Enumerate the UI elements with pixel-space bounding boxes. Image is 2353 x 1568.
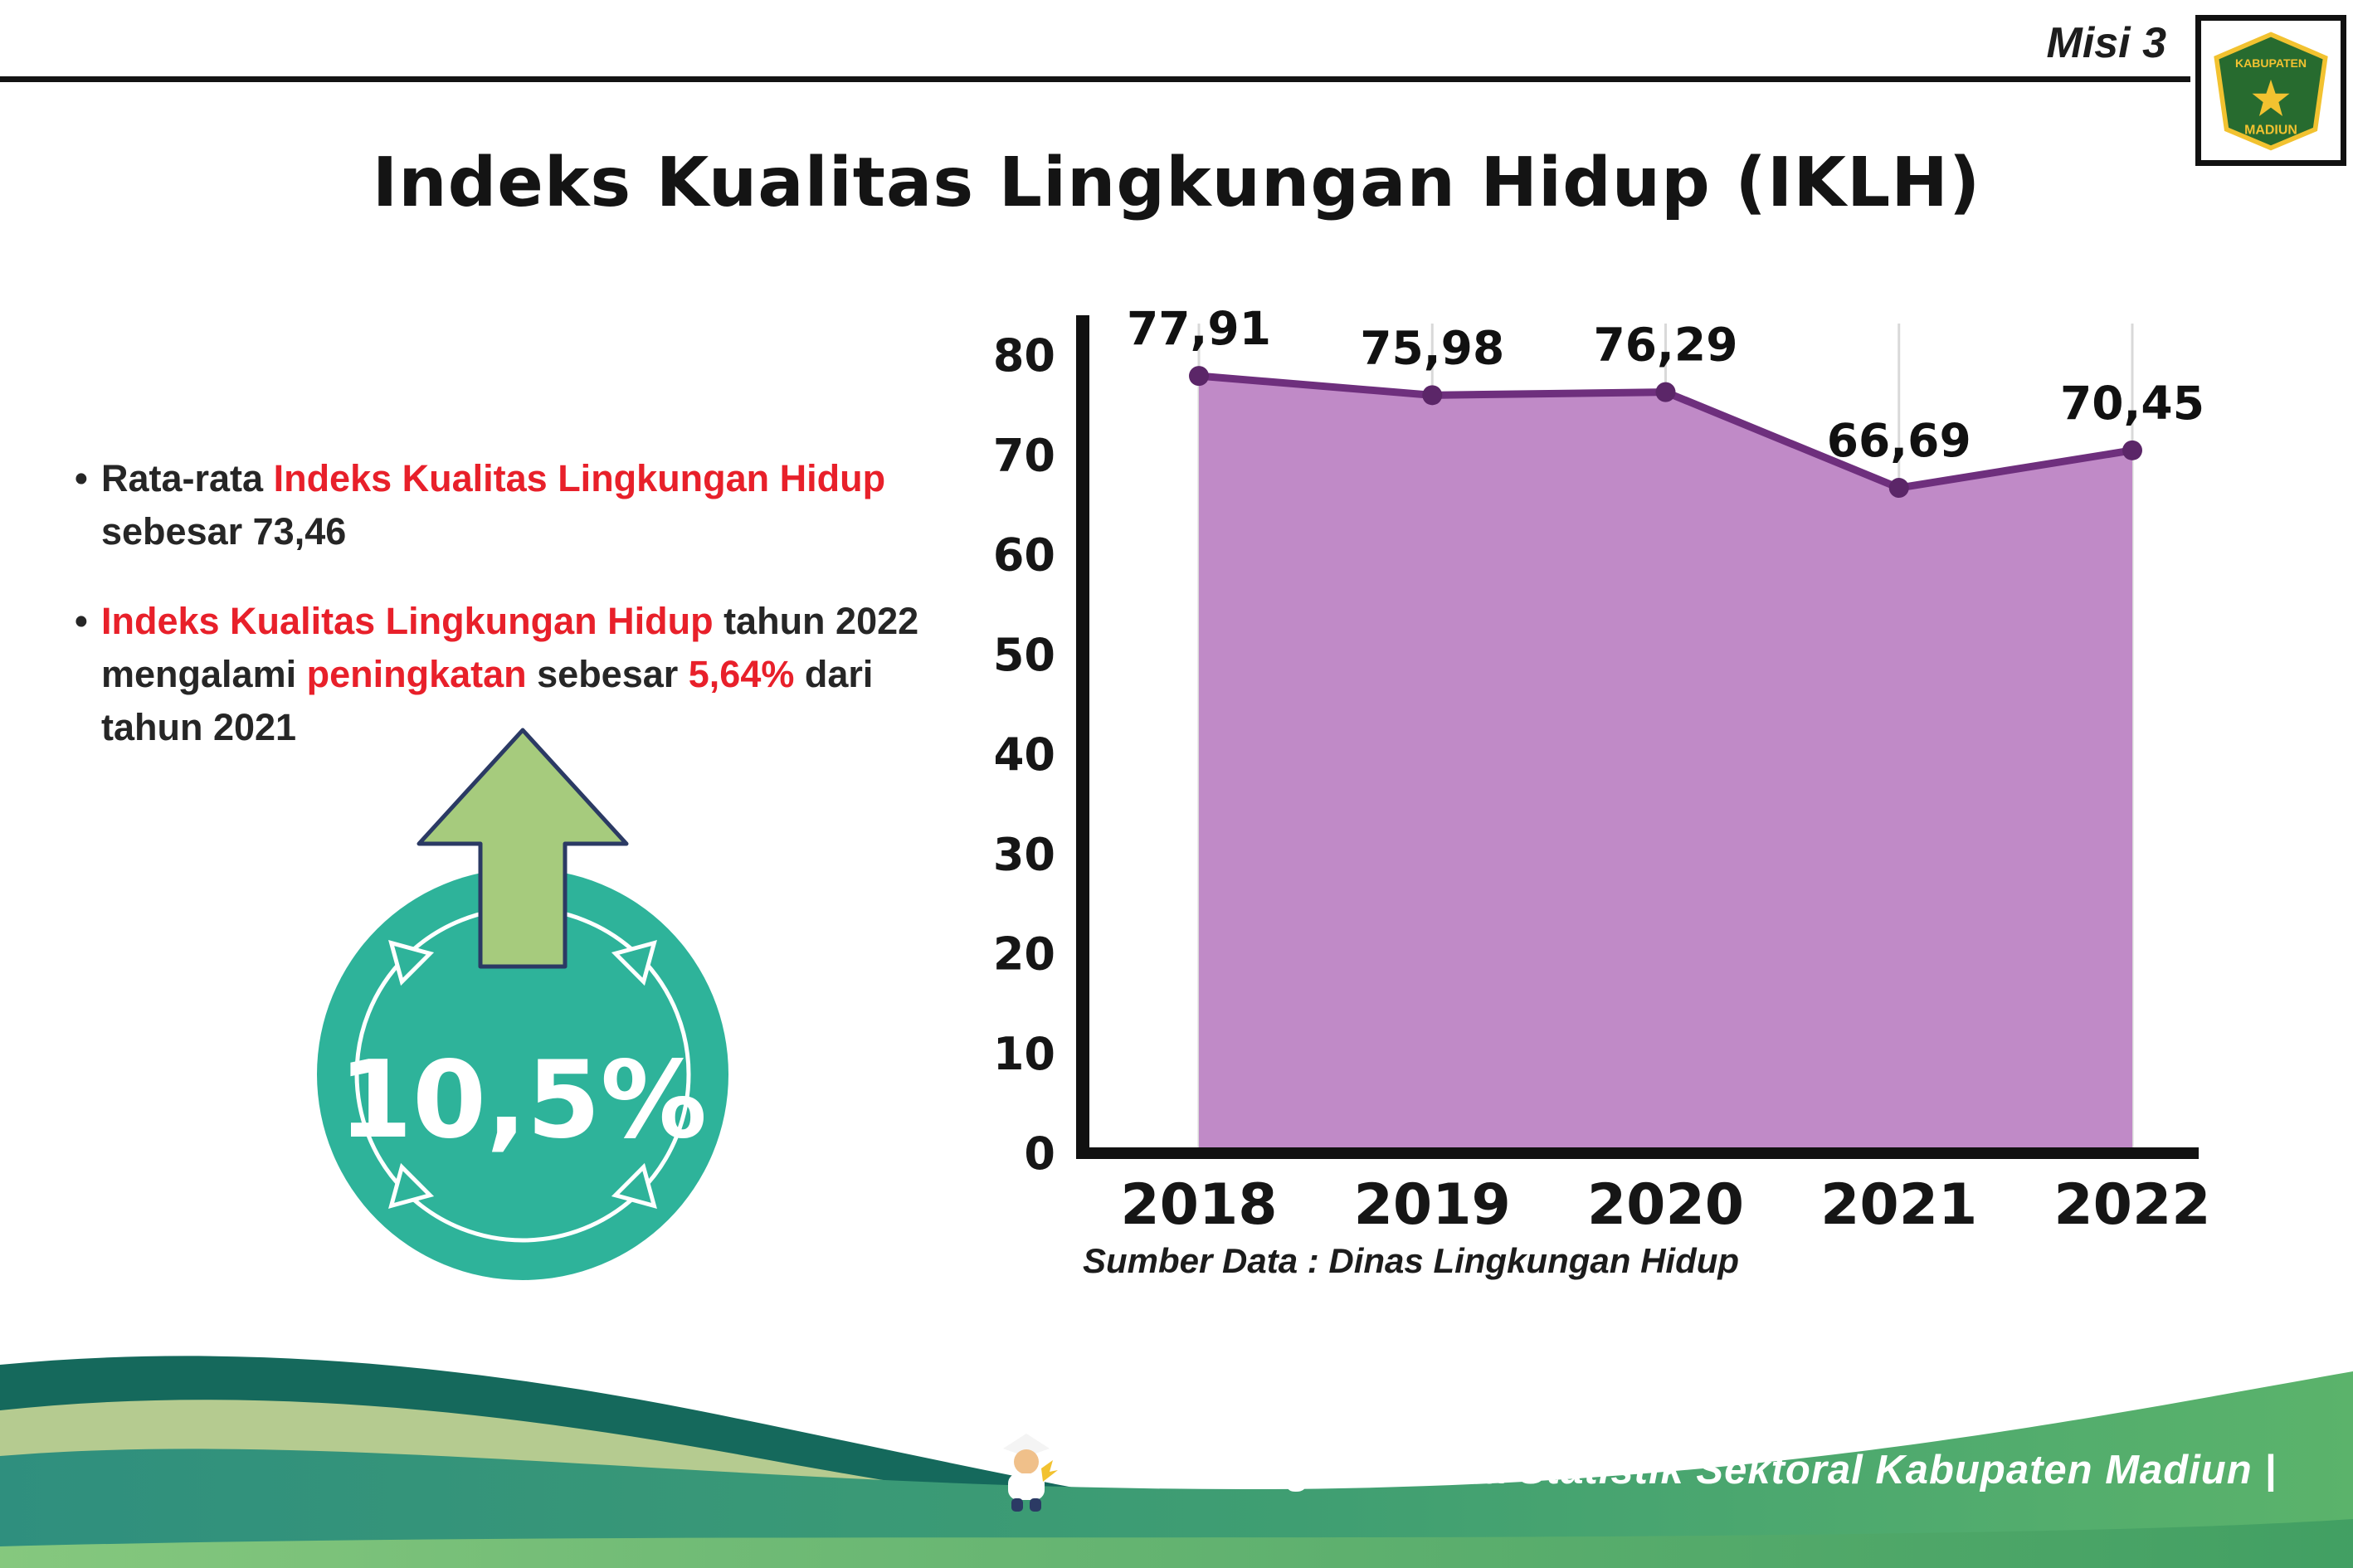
iklh-area-chart: 77,91 75,98 76,29 66,69 70,45 0 10 20 30 40 50 60 70… [996, 282, 2240, 1336]
data-point [1888, 478, 1909, 499]
y-tick-label: 0 [1024, 1127, 1055, 1180]
value-label: 66,69 [1827, 414, 1971, 467]
chart-canvas: 77,91 75,98 76,29 66,69 70,45 0 10 20 30 40 50 60 70… [996, 302, 2211, 1238]
text-segment: sebesar [526, 652, 689, 695]
emblem-text-top: KABUPATEN [2235, 56, 2307, 70]
y-tick-label: 80 [996, 329, 1055, 382]
data-source-caption: Sumber Data : Dinas Lingkungan Hidup [1083, 1241, 1740, 1280]
x-tick-label: 2018 [1120, 1172, 1277, 1238]
data-point [1189, 366, 1209, 387]
bullet-list: Rata-rata Indeks Kualitas Lingkungan Hid… [75, 452, 985, 790]
y-tick-label: 50 [996, 629, 1055, 681]
text-segment: dari tahun 2021 [101, 652, 874, 748]
value-label: 70,45 [2060, 377, 2204, 430]
data-point [1655, 382, 1676, 402]
text-segment: Indeks Kualitas Lingkungan Hidup [101, 599, 714, 642]
value-label: 77,91 [1127, 302, 1271, 355]
text-segment: 5,64% [688, 652, 795, 695]
x-tick-label: 2019 [1354, 1172, 1511, 1238]
chart-area [1199, 376, 2132, 1153]
y-tick-label: 40 [996, 728, 1055, 781]
kabupaten-madiun-logo: KABUPATEN MADIUN [2195, 15, 2346, 166]
up-arrow-icon [417, 728, 629, 969]
text-segment: Indeks Kualitas Lingkungan Hidup [273, 457, 886, 499]
text-segment: tahun 2022 mengalami [101, 599, 919, 695]
y-tick-label: 60 [996, 529, 1055, 582]
misi-label: Misi 3 [2046, 19, 2167, 67]
y-tick-label: 30 [996, 828, 1055, 880]
badge-circle [317, 869, 728, 1280]
data-point [2122, 440, 2142, 460]
footer-wave-bottom [0, 1519, 2353, 1568]
x-tick-label: 2020 [1587, 1172, 1744, 1238]
x-tick-label: 2022 [2053, 1172, 2210, 1238]
page-title: Indeks Kualitas Lingkungan Hidup (IKLH) [372, 143, 1981, 222]
data-point [1422, 385, 1443, 406]
footer-credit-text: Media Infografis Data Statistik Sektoral… [1078, 1448, 2277, 1493]
bullet-item: Indeks Kualitas Lingkungan Hidup tahun 2… [75, 595, 985, 754]
text-segment: peningkatan [306, 652, 527, 695]
emblem-star-icon [2252, 79, 2290, 116]
x-tick-label: 2021 [1820, 1172, 1977, 1238]
emblem-text-bottom: MADIUN [2244, 124, 2297, 138]
y-tick-label: 20 [996, 928, 1055, 981]
text-segment: Rata-rata [101, 457, 274, 499]
header-rule [0, 76, 2190, 82]
text-segment: sebesar 73,46 [101, 509, 347, 553]
value-label: 76,29 [1594, 319, 1738, 372]
bullet-item: Rata-rata Indeks Kualitas Lingkungan Hid… [75, 452, 985, 558]
y-tick-label: 70 [996, 429, 1055, 481]
mascot-icon [1003, 1434, 1059, 1512]
value-label: 75,98 [1360, 321, 1504, 374]
footer-credit: Media Infografis Data Statistik Sektoral… [991, 1427, 2277, 1513]
footer-wave-dark [0, 1356, 1095, 1568]
badge-value: 10,5% [339, 1039, 707, 1162]
increase-badge-graphic: 10,5% [317, 728, 728, 1280]
y-tick-label: 10 [996, 1028, 1055, 1080]
increase-badge: 10,5% [295, 718, 751, 1307]
kabupaten-madiun-emblem-icon: KABUPATEN MADIUN [2214, 32, 2328, 151]
badge-ring-triangles [388, 940, 657, 1209]
